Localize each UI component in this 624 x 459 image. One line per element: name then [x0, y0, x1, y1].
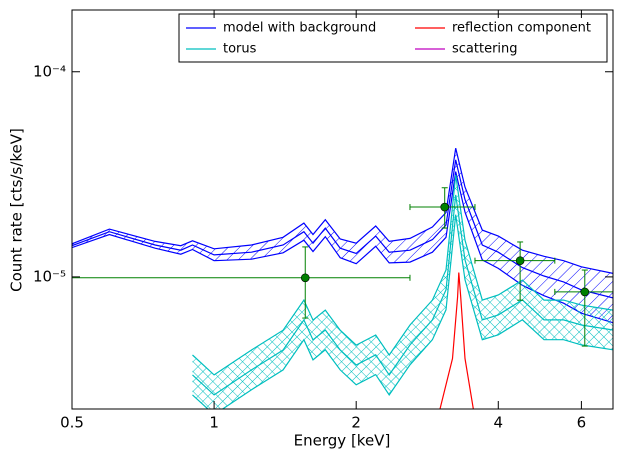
series-line: [72, 159, 613, 299]
band-edge: [72, 148, 613, 274]
x-tick-label: 1: [209, 414, 219, 432]
series-line: [439, 272, 474, 409]
x-tick-label: 0.5: [60, 414, 84, 432]
y-axis-label: Count rate [cts/s/keV]: [8, 128, 26, 292]
band-edge: [192, 174, 613, 376]
data-point: [515, 256, 525, 265]
band-edge: [72, 171, 613, 324]
data-point: [580, 287, 590, 297]
band-edge: [192, 214, 613, 409]
x-tick-label: 4: [494, 414, 504, 432]
band: [192, 175, 613, 409]
y-tick-label: 10⁻⁵: [33, 267, 66, 285]
x-tick-label: 2: [351, 414, 361, 432]
plot-area: [72, 148, 613, 409]
x-axis-label: Energy [keV]: [294, 432, 391, 450]
series-line: [192, 194, 613, 396]
data-point: [440, 202, 450, 212]
legend: model with background torus reflection com…: [178, 13, 608, 63]
legend-box: [178, 13, 608, 63]
legend-label: reflection component: [452, 21, 591, 36]
legend-label: torus: [223, 42, 257, 57]
data-point: [300, 273, 310, 283]
legend-label: model with background: [223, 21, 376, 36]
x-tick-label: 6: [577, 414, 587, 432]
legend-label: scattering: [452, 42, 518, 57]
y-tick-label: 10⁻⁴: [33, 62, 66, 80]
axes-frame: [71, 9, 614, 410]
